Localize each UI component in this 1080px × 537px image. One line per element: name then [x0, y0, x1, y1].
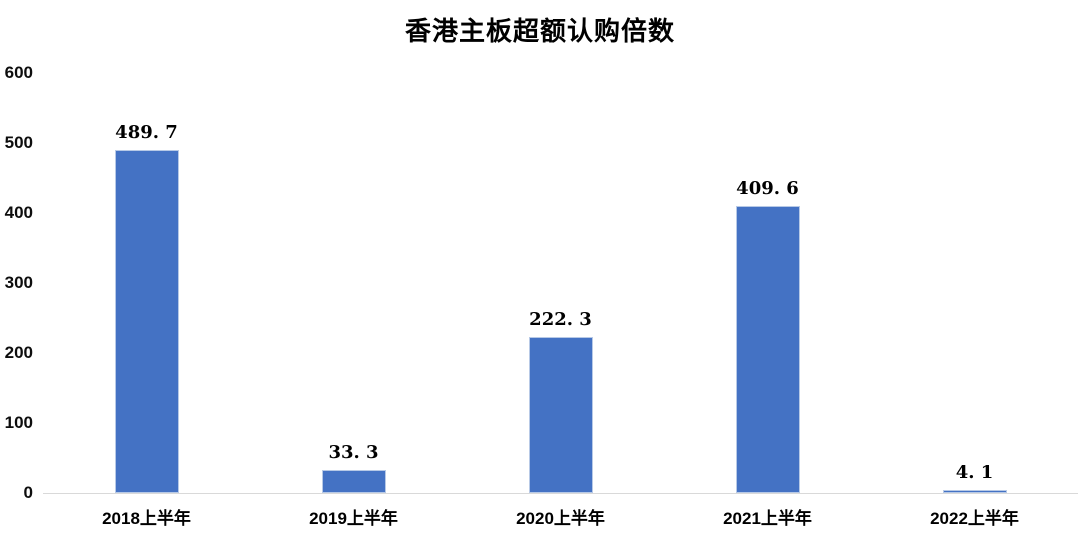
x-axis-label: 2021上半年 — [723, 509, 812, 528]
y-axis-tick-label: 400 — [4, 203, 33, 222]
bar-value-label: 489. 7 — [115, 122, 178, 143]
y-axis-tick-label: 200 — [4, 343, 33, 362]
bar-group: 409. 6 2021上半年 — [664, 73, 871, 528]
y-axis: 0 100 200 300 400 500 600 — [0, 0, 33, 537]
x-axis-label: 2018上半年 — [102, 509, 191, 528]
bar-value-label: 409. 6 — [736, 178, 799, 199]
bars-container: 489. 7 2018上半年 33. 3 2019上半年 222. 3 2020上半年 40… — [43, 73, 1078, 528]
bar-group: 4. 1 2022上半年 — [871, 73, 1078, 528]
bar — [114, 150, 179, 493]
y-axis-tick-label: 600 — [4, 63, 33, 82]
chart-title: 香港主板超额认购倍数 — [404, 17, 675, 47]
bar-value-label: 4. 1 — [955, 462, 994, 483]
bar-value-label: 222. 3 — [529, 309, 592, 330]
y-axis-tick-label: 100 — [4, 413, 33, 432]
bar-value-label: 33. 3 — [328, 442, 379, 463]
y-axis-tick-label: 500 — [4, 133, 33, 152]
x-axis-line — [43, 493, 1078, 494]
y-axis-tick-label: 0 — [23, 483, 33, 502]
x-axis-label: 2020上半年 — [516, 509, 605, 528]
bar — [942, 490, 1007, 493]
bar-group: 489. 7 2018上半年 — [43, 73, 250, 528]
bar — [528, 337, 593, 493]
x-axis-label: 2019上半年 — [309, 509, 398, 528]
y-axis-tick-label: 300 — [4, 273, 33, 292]
plot-area: 489. 7 2018上半年 33. 3 2019上半年 222. 3 2020上半年 40… — [43, 73, 1078, 528]
bar-group: 222. 3 2020上半年 — [457, 73, 664, 528]
bar — [321, 470, 386, 493]
bar — [735, 206, 800, 493]
x-axis-label: 2022上半年 — [930, 509, 1019, 528]
bar-group: 33. 3 2019上半年 — [250, 73, 457, 528]
